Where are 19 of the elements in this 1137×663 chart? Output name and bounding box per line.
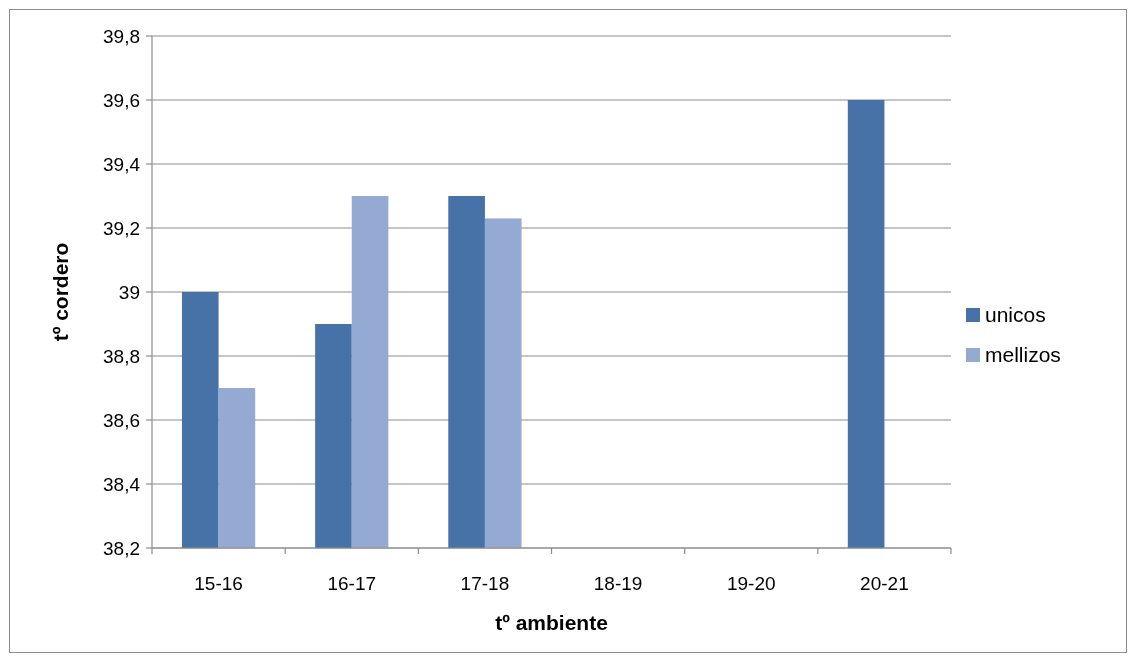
x-tick-label: 19-20	[726, 573, 776, 594]
x-tick-label: 18-19	[593, 573, 643, 594]
y-tick-label: 39	[118, 281, 140, 303]
legend-label: unicos	[985, 303, 1046, 327]
x-axis-title: tº ambiente	[495, 611, 608, 634]
y-axis-title: tº cordero	[49, 242, 72, 342]
y-tick-label: 38,2	[103, 537, 140, 559]
y-tick-label: 39,2	[103, 217, 140, 239]
x-tick-label: 17-18	[460, 573, 510, 594]
y-tick-label: 38,6	[103, 409, 140, 431]
y-tick-label: 39,4	[103, 153, 141, 175]
y-tick-label: 38,4	[103, 473, 141, 495]
y-tick-label: 39,6	[103, 89, 140, 111]
y-tick-label: 38,8	[103, 345, 140, 367]
x-tick-label: 15-16	[194, 573, 243, 594]
legend-label: mellizos	[985, 343, 1061, 367]
x-tick-label: 16-17	[327, 573, 377, 594]
y-tick-label: 39,8	[103, 25, 140, 47]
x-tick-label: 20-21	[860, 573, 909, 594]
